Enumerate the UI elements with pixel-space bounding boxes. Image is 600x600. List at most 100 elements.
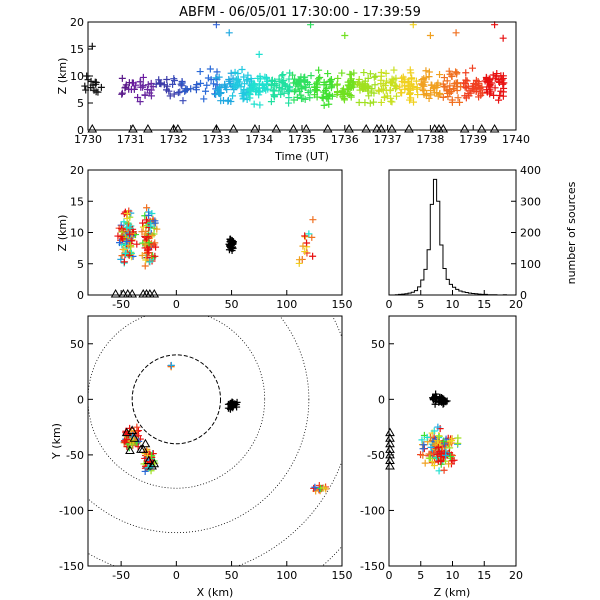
source-point <box>118 228 126 236</box>
source-point <box>491 84 499 92</box>
source-point <box>215 73 223 81</box>
source-point <box>319 94 327 102</box>
source-point <box>285 94 293 102</box>
source-point <box>377 68 385 76</box>
source-point <box>267 98 275 106</box>
station-marker <box>149 288 160 298</box>
plan-view-frame <box>87 315 343 567</box>
source-point <box>255 80 263 88</box>
source-point <box>244 71 252 79</box>
station-marker <box>140 438 151 448</box>
time-height-ylabel: Z (km) <box>56 58 69 95</box>
source-point <box>422 67 430 75</box>
histogram-x-tick-label: 10 <box>446 298 460 311</box>
source-point <box>486 86 494 94</box>
source-point <box>301 83 309 91</box>
station-marker <box>288 123 299 133</box>
time-height-x-tick-label: 1735 <box>288 133 316 146</box>
source-point <box>232 76 240 84</box>
source-point <box>174 89 182 97</box>
source-point <box>123 237 131 245</box>
source-point <box>462 84 470 92</box>
station-marker <box>127 288 138 298</box>
source-point <box>446 453 454 461</box>
source-point <box>141 262 149 270</box>
source-point <box>446 88 454 96</box>
source-point <box>152 80 160 88</box>
source-point <box>413 85 421 93</box>
time-height-x-tick-label: 1730 <box>74 133 102 146</box>
source-point <box>313 78 321 86</box>
source-point <box>432 395 440 403</box>
source-point <box>226 235 234 243</box>
height-y-y-tick-label: 0 <box>378 393 385 406</box>
source-point <box>322 90 330 98</box>
source-point <box>143 204 151 212</box>
source-point <box>123 436 131 444</box>
source-point <box>97 83 105 91</box>
time-height-y-tick-label: 10 <box>70 70 84 83</box>
time-height-x-tick-label: 1736 <box>331 133 359 146</box>
source-point <box>419 445 427 453</box>
source-point <box>377 76 385 84</box>
source-point <box>420 91 428 99</box>
source-point <box>323 85 331 93</box>
source-point <box>117 255 125 263</box>
plan-view-yticks: -150 -100 -50 0 50 <box>59 338 93 573</box>
source-point <box>229 92 237 100</box>
x-height-yticks: 0 5 10 15 20 <box>70 164 93 302</box>
histogram-xticks: 0 5 10 15 20 <box>386 290 523 311</box>
source-point <box>359 85 367 93</box>
plan-view-y-tick-label: -50 <box>66 449 84 462</box>
source-point <box>441 397 449 405</box>
source-point <box>216 90 224 98</box>
x-height-points <box>110 204 317 298</box>
source-point <box>500 79 508 87</box>
source-point <box>366 70 374 78</box>
source-point <box>139 83 147 91</box>
station-marker <box>385 455 395 464</box>
source-point <box>370 89 378 97</box>
height-y-y-tick-label: -150 <box>360 560 385 573</box>
source-point <box>379 86 387 94</box>
source-point <box>420 75 428 83</box>
time-height-x-tick-label: 1740 <box>502 133 530 146</box>
source-point <box>396 83 404 91</box>
station-marker <box>322 123 333 133</box>
source-point <box>284 88 292 96</box>
source-point <box>492 72 500 80</box>
source-point <box>496 91 504 99</box>
source-point <box>495 96 503 104</box>
plan-view-points <box>120 361 330 495</box>
source-point <box>263 80 271 88</box>
source-point <box>292 86 300 94</box>
source-point <box>434 443 442 451</box>
source-point <box>130 436 138 444</box>
source-point <box>419 87 427 95</box>
source-point <box>281 81 289 89</box>
source-point <box>163 86 171 94</box>
source-point <box>453 69 461 77</box>
source-point <box>123 223 131 231</box>
source-point <box>306 94 314 102</box>
source-point <box>269 87 277 95</box>
source-point <box>404 86 412 94</box>
source-point <box>434 437 442 445</box>
source-point <box>420 82 428 90</box>
source-point <box>462 76 470 84</box>
source-point <box>141 91 149 99</box>
source-point <box>183 85 191 93</box>
source-point <box>141 467 149 475</box>
station-marker <box>136 444 146 453</box>
source-point <box>306 87 314 95</box>
histogram-y-tick-label: 300 <box>520 195 541 208</box>
source-point <box>126 224 134 232</box>
plan-view-x-tick-label: -50 <box>112 569 130 582</box>
source-point <box>436 71 444 79</box>
station-marker <box>385 444 395 453</box>
source-point <box>371 81 379 89</box>
source-point <box>228 236 236 244</box>
x-height-y-tick-label: 0 <box>77 289 84 302</box>
station-marker <box>143 455 154 464</box>
source-point <box>315 66 323 74</box>
